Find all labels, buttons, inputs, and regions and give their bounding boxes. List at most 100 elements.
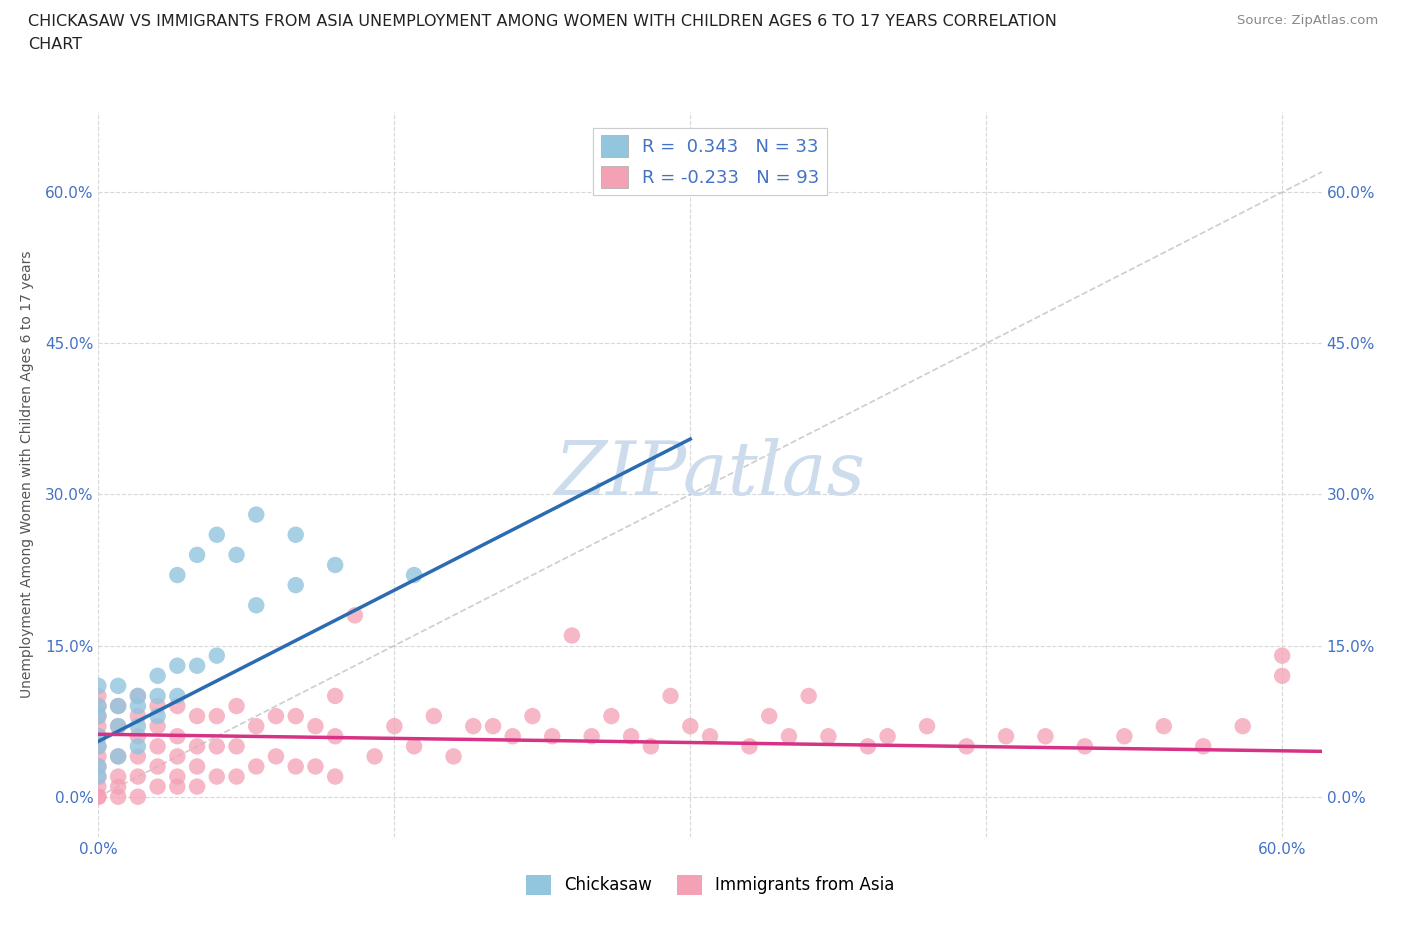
Point	[797, 688, 820, 703]
Point	[146, 779, 169, 794]
Point	[817, 729, 839, 744]
Point	[205, 738, 228, 753]
Point	[205, 709, 228, 724]
Point	[225, 769, 247, 784]
Point	[186, 709, 208, 724]
Text: CHICKASAW VS IMMIGRANTS FROM ASIA UNEMPLOYMENT AMONG WOMEN WITH CHILDREN AGES 6 : CHICKASAW VS IMMIGRANTS FROM ASIA UNEMPL…	[28, 14, 1057, 29]
Point	[166, 658, 188, 673]
Point	[264, 749, 287, 764]
Point	[87, 738, 110, 753]
Point	[955, 738, 977, 753]
Point	[304, 759, 326, 774]
Point	[127, 719, 149, 734]
Point	[915, 719, 938, 734]
Y-axis label: Unemployment Among Women with Children Ages 6 to 17 years: Unemployment Among Women with Children A…	[20, 250, 34, 698]
Point	[1153, 719, 1175, 734]
Point	[245, 507, 267, 522]
Point	[146, 738, 169, 753]
Point	[146, 709, 169, 724]
Point	[659, 688, 682, 703]
Point	[87, 719, 110, 734]
Point	[107, 698, 129, 713]
Point	[363, 749, 385, 764]
Point	[127, 698, 149, 713]
Point	[245, 719, 267, 734]
Point	[284, 578, 307, 592]
Point	[343, 608, 366, 623]
Point	[323, 769, 346, 784]
Point	[1232, 719, 1254, 734]
Point	[205, 527, 228, 542]
Point	[127, 688, 149, 703]
Point	[166, 698, 188, 713]
Point	[146, 698, 169, 713]
Point	[284, 759, 307, 774]
Point	[522, 709, 544, 724]
Point	[87, 688, 110, 703]
Point	[127, 769, 149, 784]
Point	[127, 738, 149, 753]
Point	[87, 769, 110, 784]
Point	[284, 709, 307, 724]
Point	[225, 698, 247, 713]
Text: Source: ZipAtlas.com: Source: ZipAtlas.com	[1237, 14, 1378, 27]
Point	[87, 738, 110, 753]
Point	[127, 729, 149, 744]
Point	[758, 709, 780, 724]
Point	[107, 790, 129, 804]
Point	[186, 759, 208, 774]
Point	[1035, 729, 1057, 744]
Point	[856, 738, 879, 753]
Point	[166, 779, 188, 794]
Point	[87, 759, 110, 774]
Point	[87, 790, 110, 804]
Point	[620, 729, 643, 744]
Point	[87, 679, 110, 694]
Point	[186, 738, 208, 753]
Point	[541, 729, 564, 744]
Point	[423, 709, 446, 724]
Point	[146, 688, 169, 703]
Point	[87, 749, 110, 764]
Point	[600, 709, 623, 724]
Point	[443, 749, 465, 764]
Point	[640, 738, 662, 753]
Point	[87, 779, 110, 794]
Point	[404, 738, 426, 753]
Point	[87, 709, 110, 724]
Point	[166, 729, 188, 744]
Point	[679, 719, 702, 734]
Point	[87, 698, 110, 713]
Legend: R =  0.343   N = 33, R = -0.233   N = 93: R = 0.343 N = 33, R = -0.233 N = 93	[593, 128, 827, 195]
Point	[87, 759, 110, 774]
Point	[166, 749, 188, 764]
Point	[482, 719, 505, 734]
Point	[107, 769, 129, 784]
Point	[107, 719, 129, 734]
Point	[107, 679, 129, 694]
Point	[323, 558, 346, 573]
Point	[107, 779, 129, 794]
Point	[127, 790, 149, 804]
Point	[107, 698, 129, 713]
Point	[561, 628, 583, 643]
Point	[87, 729, 110, 744]
Point	[127, 709, 149, 724]
Point	[205, 648, 228, 663]
Point	[186, 548, 208, 563]
Point	[323, 729, 346, 744]
Point	[87, 729, 110, 744]
Point	[1114, 729, 1136, 744]
Point	[166, 567, 188, 582]
Point	[463, 719, 485, 734]
Point	[166, 688, 188, 703]
Point	[87, 790, 110, 804]
Point	[245, 759, 267, 774]
Point	[1192, 738, 1215, 753]
Point	[146, 719, 169, 734]
Point	[284, 527, 307, 542]
Point	[87, 709, 110, 724]
Point	[107, 749, 129, 764]
Point	[166, 769, 188, 784]
Point	[1271, 669, 1294, 684]
